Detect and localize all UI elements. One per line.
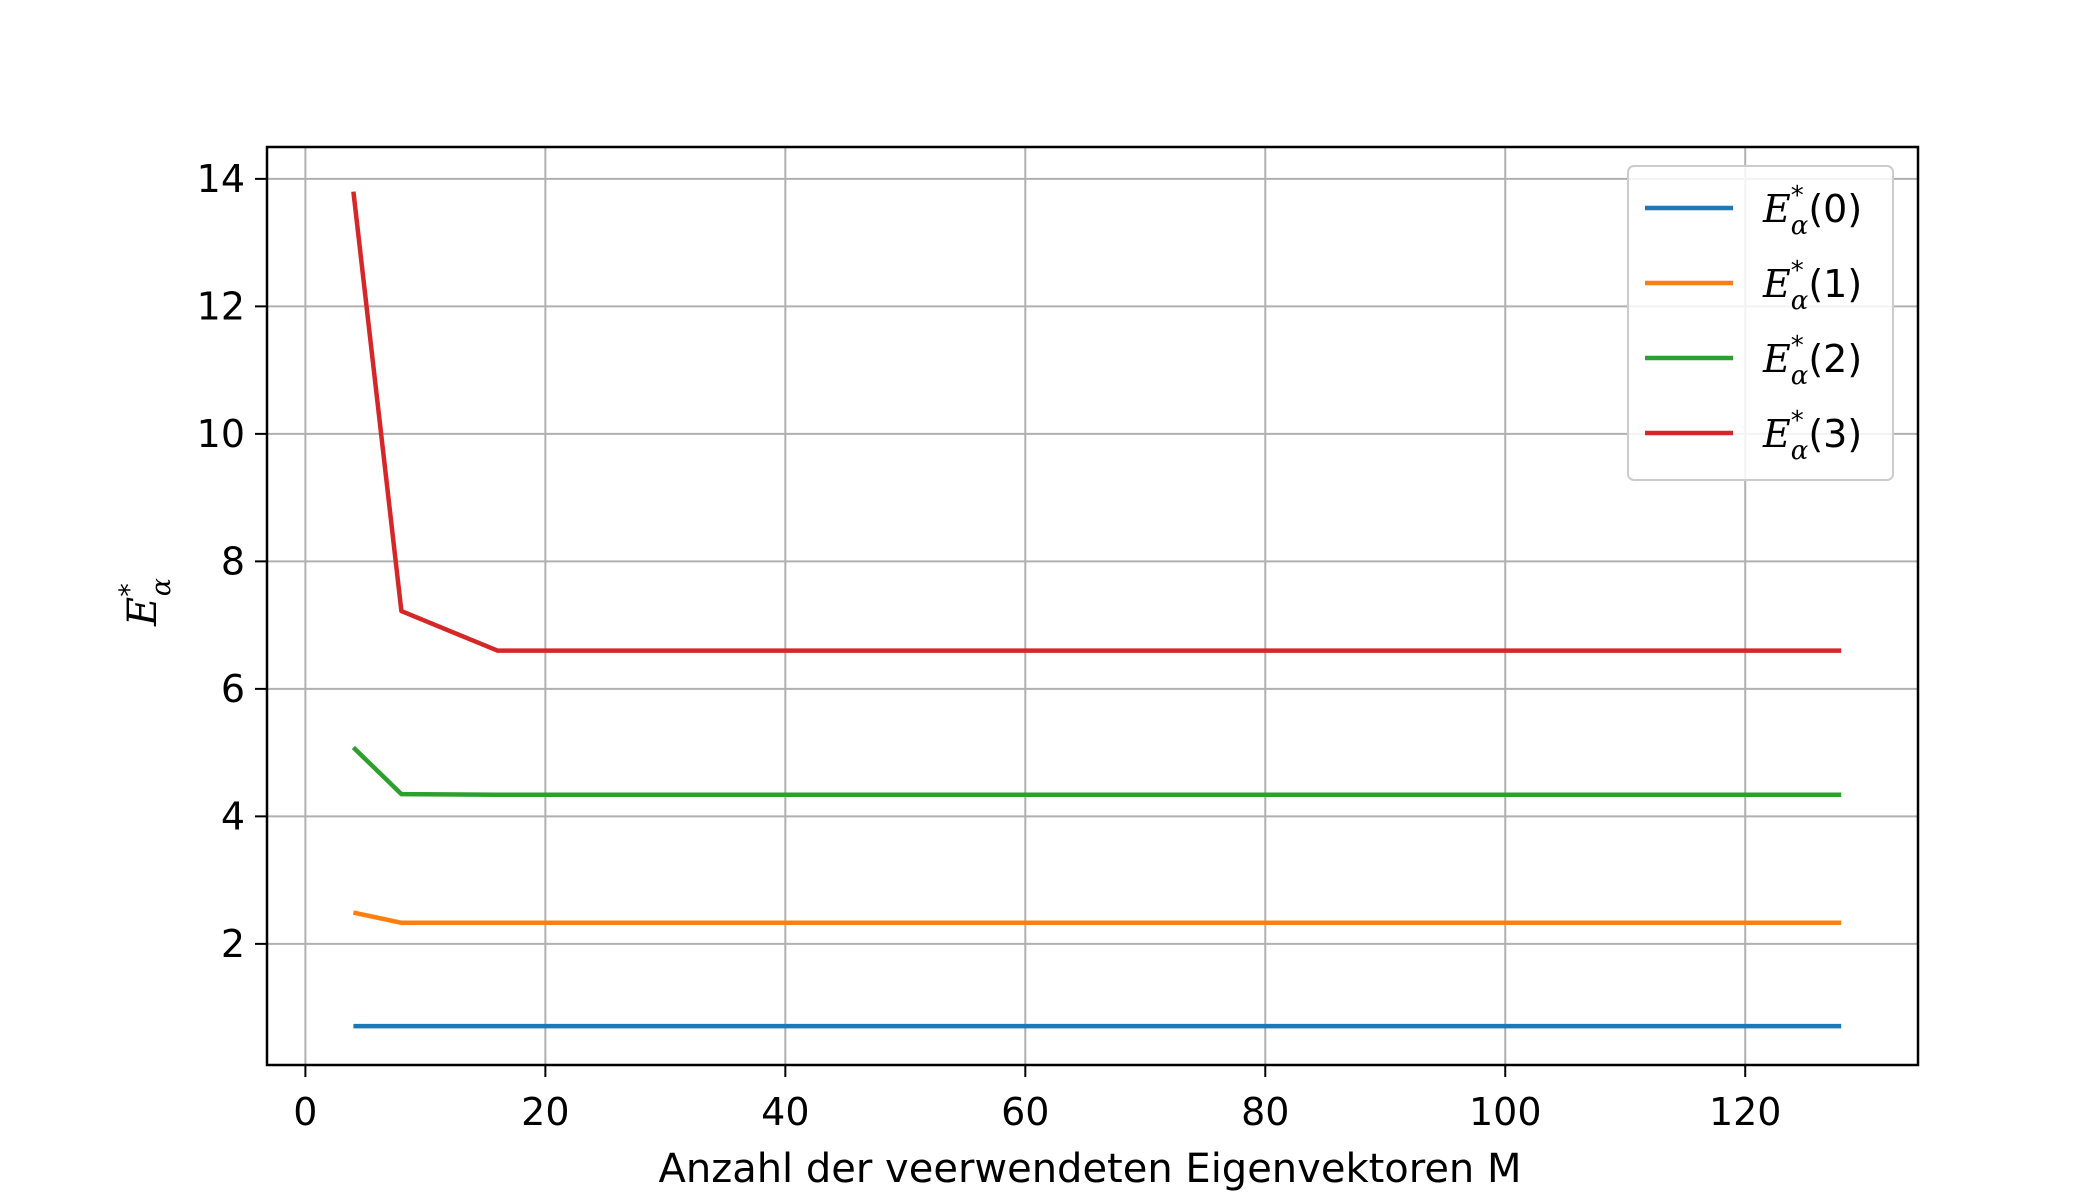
legend: E* α(0) E* α(1) E* α(2) E* α(3) <box>1627 165 1894 481</box>
plot-frame <box>265 145 1920 1067</box>
x-tick-label: 80 <box>1241 1090 1289 1134</box>
y-tick-label: 12 <box>197 284 245 328</box>
x-tick-label: 0 <box>293 1090 317 1134</box>
y-tick-label: 6 <box>221 667 245 711</box>
svg-text:E*α: E*α <box>114 578 177 627</box>
y-tick-label: 14 <box>197 157 245 201</box>
legend-label-3: E* α(3) <box>1762 406 1862 466</box>
x-tick-label: 100 <box>1469 1090 1542 1134</box>
y-tick-label: 2 <box>221 922 245 966</box>
legend-box <box>1627 165 1894 481</box>
x-axis-label: Anzahl der veerwendeten Eigenvektoren M <box>658 1146 1521 1192</box>
x-tick-label: 40 <box>761 1090 809 1134</box>
y-axis-label-sub: α <box>146 578 177 596</box>
x-tick-label: 20 <box>521 1090 569 1134</box>
y-tick-label: 10 <box>197 412 245 456</box>
x-tick-label: 60 <box>1001 1090 1049 1134</box>
y-axis-label-base: E <box>120 597 166 627</box>
x-tick-label: 120 <box>1709 1090 1782 1134</box>
y-axis-label: E*α <box>114 578 177 627</box>
legend-label-0: E* α(0) <box>1762 181 1862 241</box>
y-axis-label-sup: * <box>114 583 145 597</box>
legend-label-1: E* α(1) <box>1762 256 1862 316</box>
y-tick-label: 8 <box>221 539 245 583</box>
series-line-2 <box>351 745 1842 797</box>
axis-ticks: 0 20 40 60 80 100 120 2 4 6 8 10 12 14 <box>197 157 1782 1134</box>
y-tick-label: 4 <box>221 794 245 838</box>
legend-label-2: E* α(2) <box>1762 331 1862 391</box>
series-line-1 <box>352 910 1842 926</box>
series-line-3 <box>351 191 1842 653</box>
plot-lines <box>351 191 1842 1029</box>
